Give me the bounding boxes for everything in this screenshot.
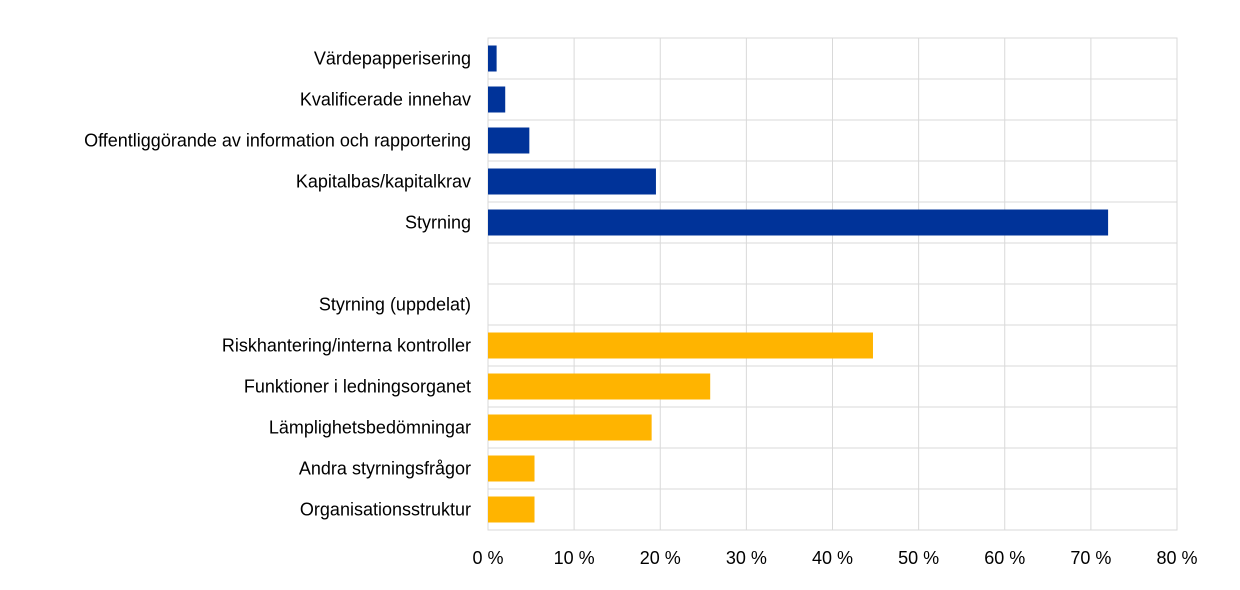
- x-tick-label: 40 %: [812, 548, 853, 568]
- category-label: Kvalificerade innehav: [300, 90, 471, 110]
- category-label: Lämplighetsbedömningar: [269, 418, 471, 438]
- bar: [488, 45, 497, 72]
- category-label: Värdepapperisering: [314, 49, 471, 69]
- gridlines: [487, 37, 1178, 531]
- bar: [488, 496, 535, 523]
- x-tick-label: 60 %: [984, 548, 1025, 568]
- category-label: Organisationsstruktur: [300, 500, 471, 520]
- bar: [488, 127, 530, 154]
- bar: [488, 209, 1109, 236]
- category-label: Styrning: [405, 213, 471, 233]
- x-tick-label: 30 %: [726, 548, 767, 568]
- bar: [488, 373, 711, 400]
- category-label: Funktioner i ledningsorganet: [244, 377, 471, 397]
- category-label: Kapitalbas/kapitalkrav: [296, 172, 471, 192]
- x-axis-tick-labels: 0 % 10 % 20 % 30 % 40 % 50 % 60 % 70 % 80 %: [472, 548, 1197, 568]
- x-tick-label: 50 %: [898, 548, 939, 568]
- category-labels: Värdepapperisering Kvalificerade innehav O…: [84, 49, 471, 520]
- bar: [488, 332, 873, 359]
- bar: [488, 455, 535, 482]
- x-tick-label: 70 %: [1070, 548, 1111, 568]
- x-tick-label: 80 %: [1156, 548, 1197, 568]
- category-label: Offentliggörande av information och rapp…: [84, 131, 471, 151]
- bar: [488, 86, 506, 113]
- x-tick-label: 20 %: [640, 548, 681, 568]
- bar: [488, 168, 656, 195]
- x-tick-label: 10 %: [554, 548, 595, 568]
- category-label: Andra styrningsfrågor: [299, 459, 471, 479]
- category-label: Riskhantering/interna kontroller: [222, 336, 471, 356]
- bars: [488, 45, 1109, 523]
- bar: [488, 414, 652, 441]
- category-label: Styrning (uppdelat): [319, 295, 471, 315]
- x-tick-label: 0 %: [472, 548, 503, 568]
